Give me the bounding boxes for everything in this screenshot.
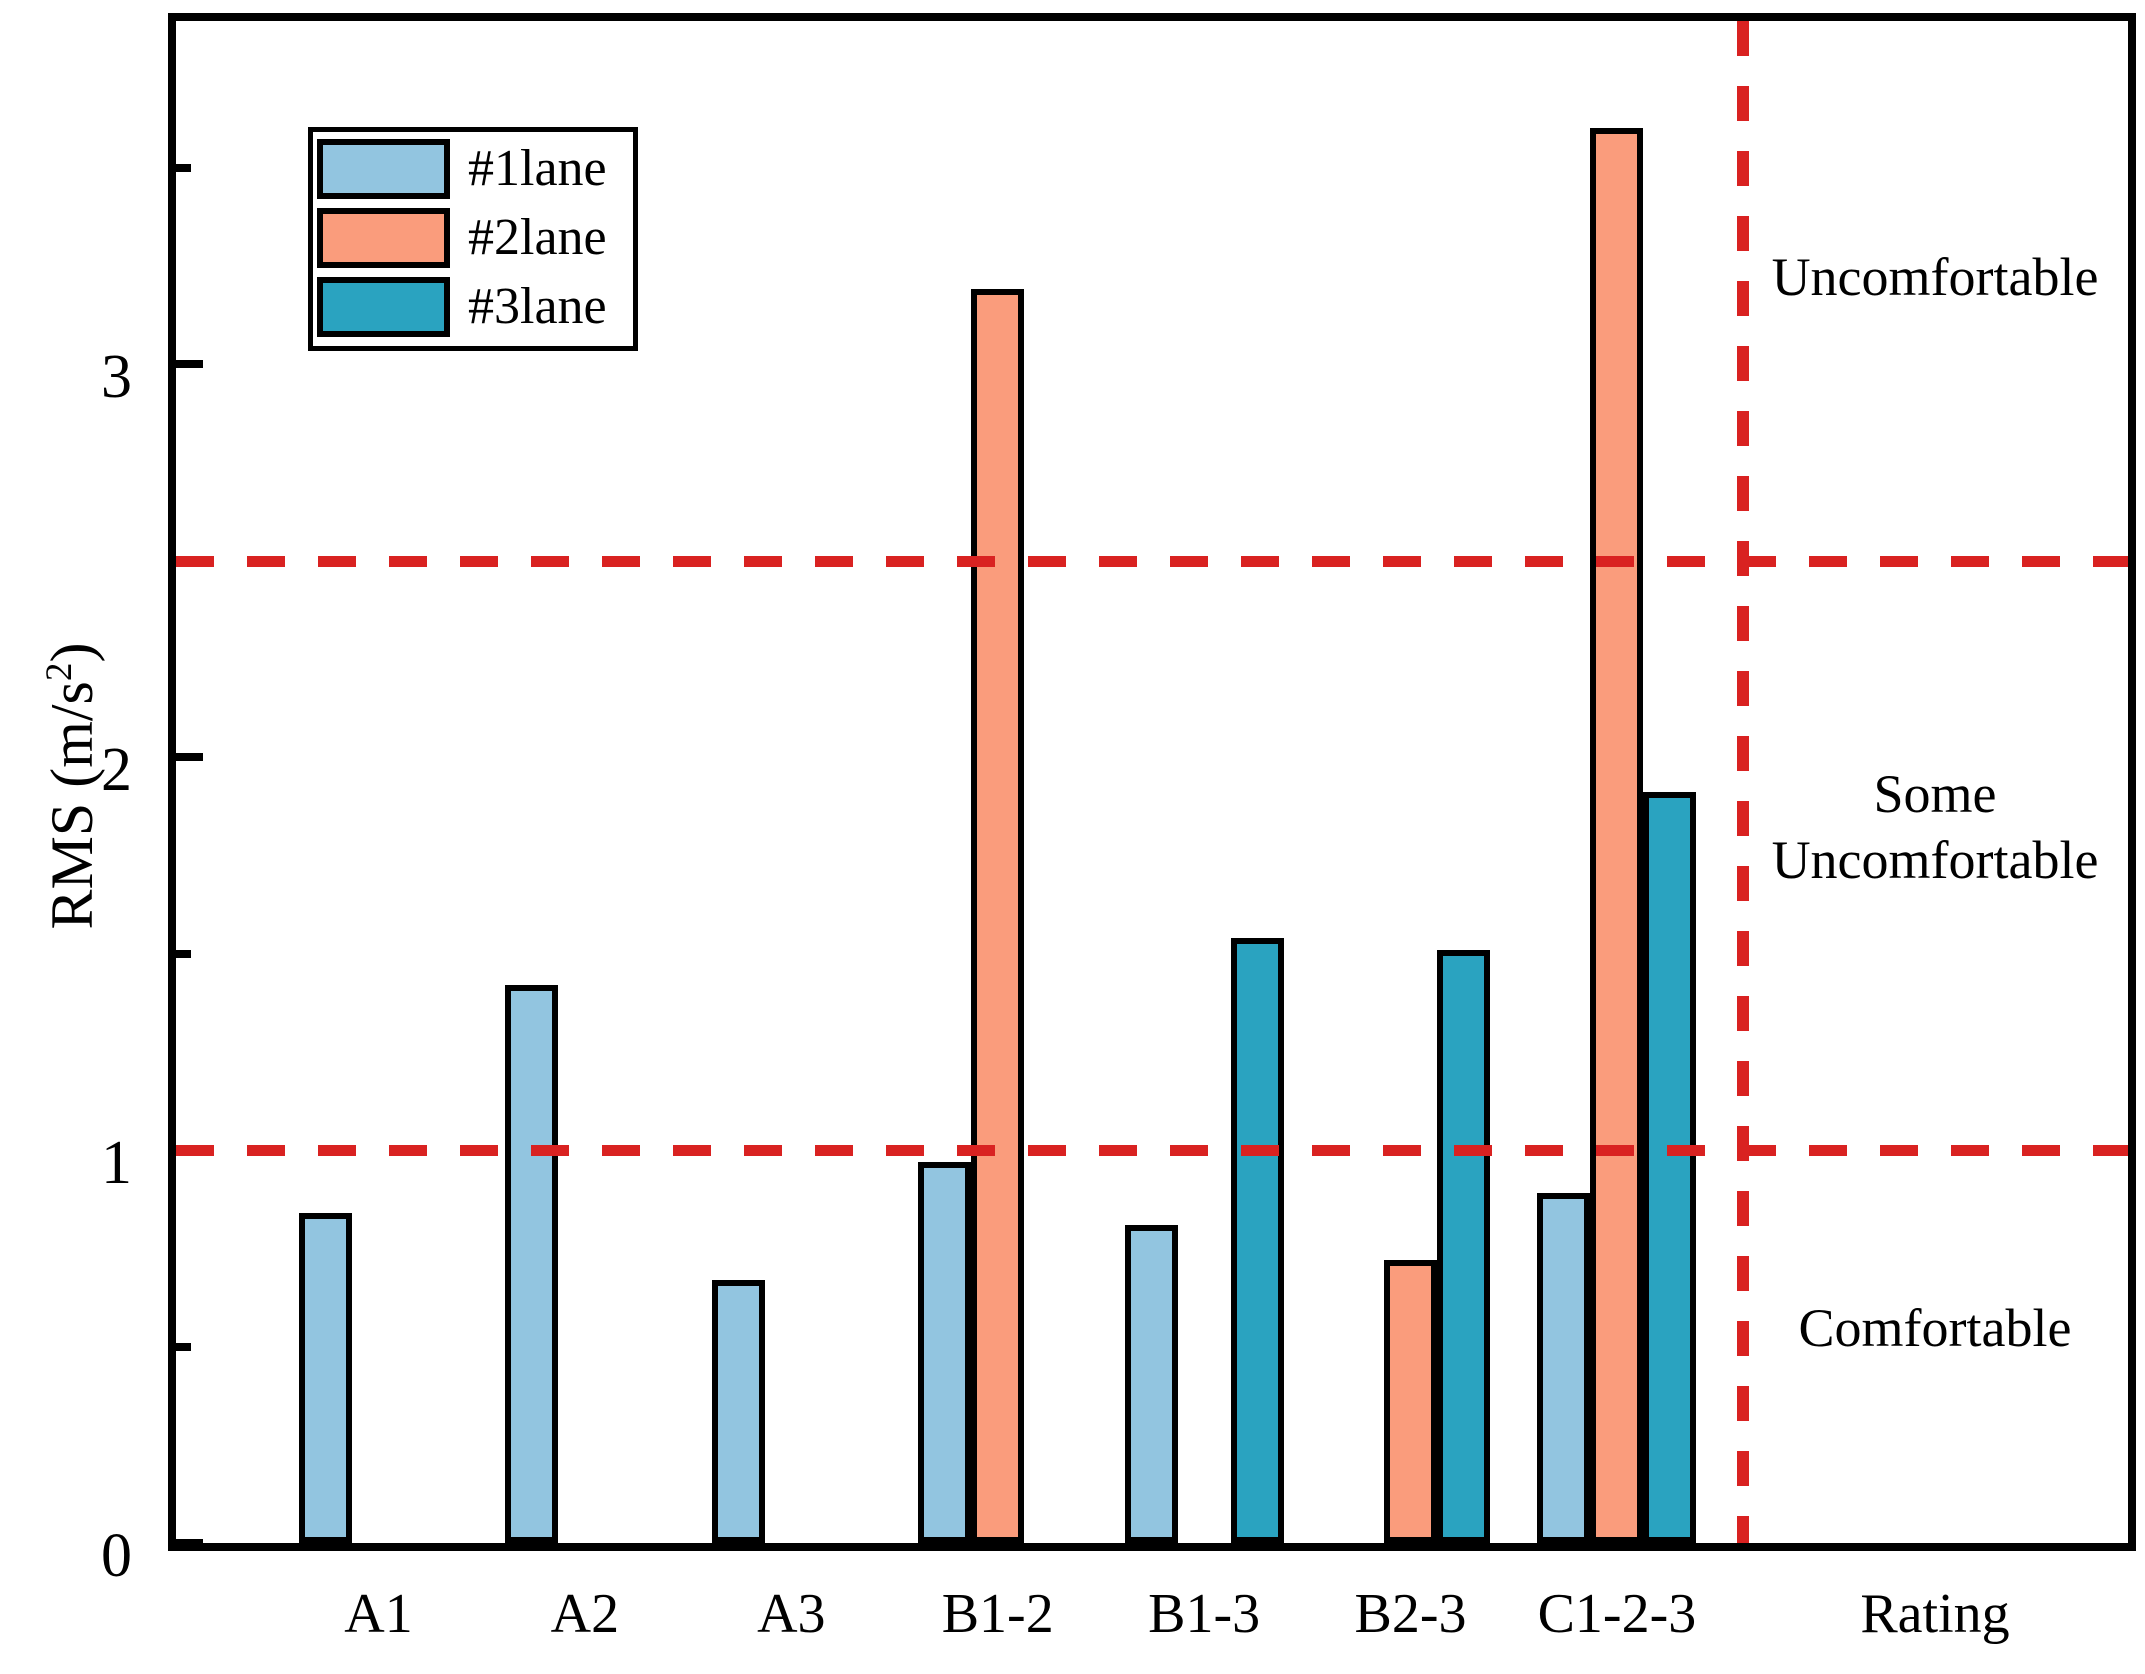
legend-item-3lane: #3lane bbox=[317, 277, 633, 337]
y-tick-label: 2 bbox=[101, 736, 132, 804]
x-category-label-A2: A2 bbox=[550, 1583, 620, 1645]
zone-label-comfortable: Comfortable bbox=[1798, 1298, 2072, 1358]
bar-2lane-C1-2-3 bbox=[1590, 128, 1644, 1543]
bar-3lane-B1-3 bbox=[1230, 938, 1284, 1543]
y-minor-tick bbox=[176, 163, 191, 172]
bar-1lane-A1 bbox=[299, 1213, 352, 1543]
x-category-label-B1-3: B1-3 bbox=[1148, 1583, 1261, 1645]
legend-label-1lane: #1lane bbox=[468, 140, 607, 197]
bar-1lane-A3 bbox=[711, 1280, 765, 1543]
y-tick-label: 0 bbox=[101, 1522, 132, 1590]
bar-2lane-B1-2 bbox=[971, 289, 1025, 1543]
x-category-label-A1: A1 bbox=[344, 1583, 413, 1645]
rating-axis-label: Rating bbox=[1860, 1583, 2010, 1645]
zone-label-some-uncomfortable: Some Uncomfortable bbox=[1771, 764, 2099, 890]
legend-label-2lane: #2lane bbox=[468, 209, 607, 266]
x-category-label-B1-2: B1-2 bbox=[941, 1583, 1054, 1645]
bar-3lane-C1-2-3 bbox=[1643, 792, 1697, 1543]
x-category-label-B2-3: B2-3 bbox=[1354, 1583, 1467, 1645]
plot-inner bbox=[176, 21, 2128, 1547]
bar-1lane-A2 bbox=[505, 985, 559, 1543]
y-minor-tick bbox=[176, 949, 191, 958]
x-category-label-A3: A3 bbox=[757, 1583, 826, 1645]
legend: #1lane #2lane #3lane bbox=[308, 127, 638, 351]
y-axis-title-end: ) bbox=[39, 642, 105, 663]
legend-item-2lane: #2lane bbox=[317, 208, 633, 268]
bar-1lane-C1-2-3 bbox=[1537, 1193, 1591, 1543]
y-tick-label: 3 bbox=[101, 343, 132, 411]
legend-swatch-1lane bbox=[317, 139, 450, 199]
bar-3lane-B2-3 bbox=[1437, 950, 1490, 1543]
y-axis-title-superscript: 2 bbox=[39, 662, 80, 682]
rating-separator-line bbox=[1737, 21, 1749, 1543]
bar-1lane-B1-2 bbox=[918, 1162, 972, 1543]
threshold-line-1 bbox=[176, 1145, 2128, 1156]
x-category-label-C1-2-3: C1-2-3 bbox=[1537, 1583, 1697, 1645]
bar-1lane-B1-3 bbox=[1124, 1225, 1178, 1543]
threshold-line-2.5 bbox=[176, 555, 2128, 567]
bar-2lane-B2-3 bbox=[1384, 1260, 1437, 1543]
y-minor-tick bbox=[176, 1342, 191, 1351]
y-major-tick bbox=[176, 753, 203, 761]
zone-label-uncomfortable: Uncomfortable bbox=[1771, 247, 2099, 307]
y-major-tick bbox=[176, 360, 203, 368]
legend-swatch-3lane bbox=[317, 277, 450, 337]
legend-item-1lane: #1lane bbox=[317, 139, 633, 199]
y-major-tick bbox=[176, 1539, 203, 1547]
legend-swatch-2lane bbox=[317, 208, 450, 268]
legend-label-3lane: #3lane bbox=[468, 278, 607, 335]
y-tick-label: 1 bbox=[101, 1129, 132, 1197]
